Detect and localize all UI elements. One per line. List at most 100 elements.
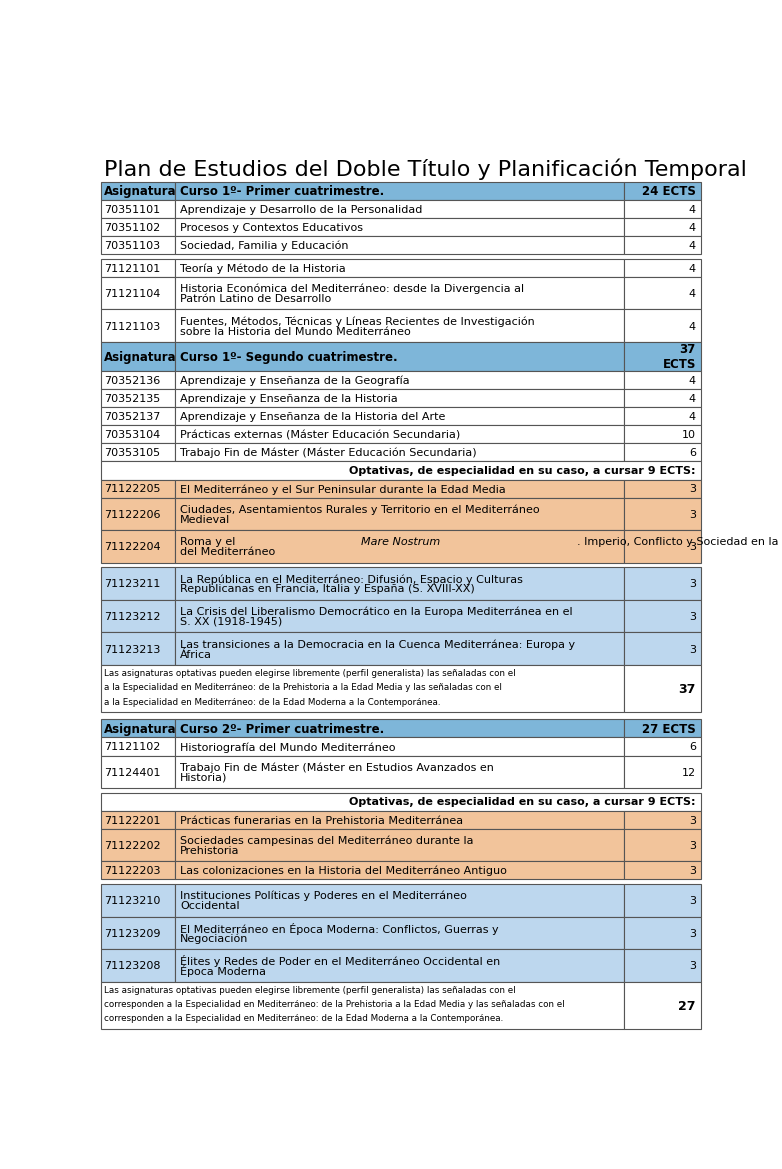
- Text: Curso 2º- Primer cuatrimestre.: Curso 2º- Primer cuatrimestre.: [180, 722, 385, 735]
- Bar: [101, 219, 175, 237]
- Bar: [624, 343, 701, 372]
- Bar: [175, 632, 624, 665]
- Text: S. XX (1918-1945): S. XX (1918-1945): [180, 616, 282, 627]
- Text: 3: 3: [689, 484, 696, 494]
- Bar: [624, 182, 701, 201]
- Text: corresponden a la Especialidad en Mediterráneo: de la Prehistoria a la Edad Medi: corresponden a la Especialidad en Medite…: [104, 999, 567, 1009]
- Bar: [175, 531, 624, 563]
- Text: 27: 27: [679, 998, 696, 1012]
- Bar: [624, 408, 701, 426]
- Bar: [101, 444, 175, 462]
- Text: Ciudades, Asentamientos Rurales y Territorio en el Mediterráneo: Ciudades, Asentamientos Rurales y Territ…: [180, 504, 540, 514]
- Bar: [101, 462, 701, 480]
- Bar: [101, 756, 175, 788]
- Text: Patrón Latino de Desarrollo: Patrón Latino de Desarrollo: [180, 293, 332, 304]
- Bar: [175, 738, 624, 756]
- Bar: [101, 389, 175, 408]
- Bar: [624, 568, 701, 601]
- Text: 37
ECTS: 37 ECTS: [662, 344, 696, 371]
- Text: corresponden a la Especialidad en Mediterráneo: de la Edad Moderna a la Contempo: corresponden a la Especialidad en Medite…: [104, 1014, 503, 1023]
- Bar: [624, 444, 701, 462]
- Bar: [624, 426, 701, 444]
- Text: Optativas, de especialidad en su caso, a cursar 9 ECTS:: Optativas, de especialidad en su caso, a…: [350, 466, 696, 476]
- Bar: [175, 219, 624, 237]
- Bar: [101, 498, 175, 531]
- Bar: [101, 601, 175, 632]
- Text: Sociedad, Familia y Educación: Sociedad, Familia y Educación: [180, 241, 349, 251]
- Text: 4: 4: [689, 411, 696, 422]
- Text: 71122201: 71122201: [105, 815, 161, 825]
- Text: 71124401: 71124401: [105, 767, 161, 777]
- Text: 6: 6: [689, 448, 696, 458]
- Bar: [175, 389, 624, 408]
- Bar: [175, 601, 624, 632]
- Text: 71123211: 71123211: [105, 579, 161, 589]
- Bar: [101, 480, 175, 498]
- Text: 71121103: 71121103: [105, 321, 160, 331]
- Bar: [624, 829, 701, 862]
- Bar: [624, 916, 701, 949]
- Bar: [101, 408, 175, 426]
- Text: Curso 1º- Segundo cuatrimestre.: Curso 1º- Segundo cuatrimestre.: [180, 351, 398, 364]
- Bar: [101, 949, 175, 982]
- Bar: [624, 862, 701, 880]
- Bar: [101, 372, 175, 389]
- Bar: [101, 862, 175, 880]
- Bar: [175, 444, 624, 462]
- Text: 71123213: 71123213: [105, 644, 161, 655]
- Text: 4: 4: [689, 375, 696, 386]
- Bar: [624, 601, 701, 632]
- Text: 70351101: 70351101: [105, 205, 160, 215]
- Bar: [101, 793, 701, 811]
- Bar: [101, 310, 175, 343]
- Text: 3: 3: [689, 928, 696, 938]
- Text: 3: 3: [689, 815, 696, 825]
- Bar: [175, 884, 624, 916]
- Text: Trabajo Fin de Máster (Máster en Estudios Avanzados en: Trabajo Fin de Máster (Máster en Estudio…: [180, 762, 494, 773]
- Bar: [101, 632, 175, 665]
- Bar: [101, 738, 175, 756]
- Text: Medieval: Medieval: [180, 514, 231, 525]
- Text: Historiografía del Mundo Mediterráneo: Historiografía del Mundo Mediterráneo: [180, 741, 396, 752]
- Bar: [101, 568, 175, 601]
- Bar: [101, 426, 175, 444]
- Text: Las transiciones a la Democracia en la Cuenca Mediterránea: Europa y: Las transiciones a la Democracia en la C…: [180, 639, 576, 650]
- Text: 10: 10: [682, 430, 696, 440]
- Text: Asignatura: Asignatura: [105, 351, 177, 364]
- Bar: [624, 811, 701, 829]
- Text: Republicanas en Francia, Italia y España (S. XVIII-XX): Republicanas en Francia, Italia y España…: [180, 584, 475, 594]
- Bar: [624, 982, 701, 1029]
- Bar: [101, 720, 175, 738]
- Bar: [175, 862, 624, 880]
- Text: 71123208: 71123208: [105, 961, 161, 970]
- Bar: [624, 632, 701, 665]
- Bar: [175, 310, 624, 343]
- Bar: [101, 201, 175, 219]
- Bar: [101, 884, 175, 916]
- Bar: [175, 260, 624, 277]
- Text: 4: 4: [689, 321, 696, 331]
- Text: 3: 3: [689, 841, 696, 850]
- Bar: [175, 720, 624, 738]
- Text: 4: 4: [689, 241, 696, 251]
- Text: África: África: [180, 649, 212, 659]
- Text: La Crisis del Liberalismo Democrático en la Europa Mediterránea en el: La Crisis del Liberalismo Democrático en…: [180, 607, 572, 617]
- Text: 71123210: 71123210: [105, 895, 161, 906]
- Text: Las colonizaciones en la Historia del Mediterráneo Antiguo: Las colonizaciones en la Historia del Me…: [180, 865, 507, 876]
- Bar: [175, 916, 624, 949]
- Text: Curso 1º- Primer cuatrimestre.: Curso 1º- Primer cuatrimestre.: [180, 185, 385, 198]
- Bar: [624, 949, 701, 982]
- Bar: [175, 426, 624, 444]
- Text: del Mediterráneo: del Mediterráneo: [180, 547, 275, 556]
- Text: 6: 6: [689, 742, 696, 752]
- Bar: [175, 343, 624, 372]
- Text: Aprendizaje y Desarrollo de la Personalidad: Aprendizaje y Desarrollo de la Personali…: [180, 205, 422, 215]
- Bar: [175, 756, 624, 788]
- Text: Asignatura: Asignatura: [105, 185, 177, 198]
- Text: 4: 4: [689, 394, 696, 403]
- Text: a la Especialidad en Mediterráneo: de la Prehistoria a la Edad Media y las señal: a la Especialidad en Mediterráneo: de la…: [104, 683, 504, 692]
- Text: 37: 37: [679, 683, 696, 696]
- Bar: [624, 201, 701, 219]
- Text: 71121104: 71121104: [105, 289, 161, 299]
- Text: 4: 4: [689, 223, 696, 233]
